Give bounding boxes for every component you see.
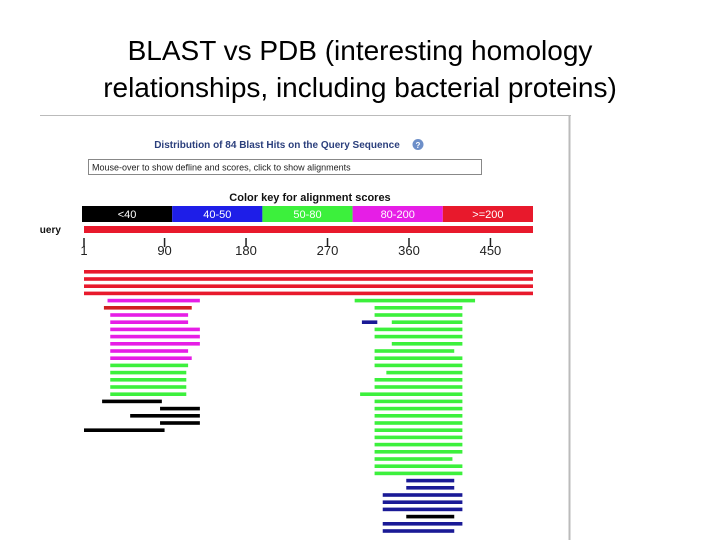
hit-bar[interactable] xyxy=(374,442,463,447)
axis-tick-label: 180 xyxy=(235,243,257,258)
hit-bar[interactable] xyxy=(110,349,189,353)
axis-tick-label: 270 xyxy=(317,243,339,258)
color-key-label: 40-50 xyxy=(203,209,231,221)
hit-bar[interactable] xyxy=(110,385,187,389)
help-icon[interactable] xyxy=(412,139,424,150)
hit-bar[interactable] xyxy=(374,414,463,418)
screenshot-background xyxy=(40,115,571,540)
hit-bar[interactable] xyxy=(382,529,455,533)
hit-bar[interactable] xyxy=(84,428,165,432)
hit-bar[interactable] xyxy=(84,270,533,274)
hit-bar[interactable] xyxy=(374,399,463,404)
slide-title-line: relationships, including bacterial prote… xyxy=(103,72,617,103)
color-key-swatch xyxy=(352,206,443,222)
hit-bar[interactable] xyxy=(110,320,189,324)
hit-bar[interactable] xyxy=(361,320,378,324)
color-key-label: >=200 xyxy=(472,209,503,221)
hit-bar[interactable] xyxy=(374,464,463,468)
screenshot: Distribution of 84 Blast Hits on the Que… xyxy=(32,115,571,540)
color-key-label: 80-200 xyxy=(381,209,415,221)
color-key-title: Color key for alignment scores xyxy=(229,192,390,204)
hit-bar[interactable] xyxy=(391,342,463,346)
hit-bar[interactable] xyxy=(374,306,463,310)
hit-bar[interactable] xyxy=(110,392,187,396)
mouseover-box xyxy=(88,159,482,175)
hit-bar[interactable] xyxy=(110,356,192,360)
hit-bar[interactable] xyxy=(374,327,463,332)
slide-title-line: BLAST vs PDB (interesting homology xyxy=(128,35,593,66)
hit-bar[interactable] xyxy=(374,450,463,454)
hit-bar[interactable] xyxy=(110,363,189,368)
hit-bar[interactable] xyxy=(386,370,463,375)
hit-bar[interactable] xyxy=(160,406,200,411)
hit-bar[interactable] xyxy=(406,486,455,490)
hit-bar[interactable] xyxy=(374,385,463,389)
hit-bar[interactable] xyxy=(110,327,200,332)
color-key-label: 50-80 xyxy=(293,209,321,221)
hit-bar[interactable] xyxy=(84,291,533,296)
mouseover-text: Mouse-over to show defline and scores, c… xyxy=(92,163,351,173)
hit-bar[interactable] xyxy=(360,392,463,396)
hit-bar[interactable] xyxy=(130,414,200,418)
hit-bar[interactable] xyxy=(374,421,463,425)
color-key-swatch xyxy=(262,206,353,222)
axis-tick-label: 450 xyxy=(480,243,502,258)
help-icon-text[interactable]: ? xyxy=(416,141,421,150)
hit-bar[interactable] xyxy=(382,522,463,526)
hit-bar[interactable] xyxy=(354,298,476,303)
axis-tick-label: 1 xyxy=(80,243,87,258)
hit-bar[interactable] xyxy=(374,428,463,432)
hit-bar[interactable] xyxy=(110,334,200,339)
hit-bar[interactable] xyxy=(374,435,463,440)
hit-bar[interactable] xyxy=(110,342,200,346)
hit-bar[interactable] xyxy=(103,306,192,310)
axis-tick-label: 90 xyxy=(157,243,171,258)
hit-bar[interactable] xyxy=(110,378,187,382)
hit-bar[interactable] xyxy=(374,471,463,476)
hit-bar[interactable] xyxy=(406,514,455,519)
hits-heading: Distribution of 84 Blast Hits on the Que… xyxy=(154,140,400,151)
hit-bar[interactable] xyxy=(160,421,200,425)
hit-bar[interactable] xyxy=(382,507,463,512)
color-key-label: <40 xyxy=(118,209,137,221)
query-label: Query xyxy=(32,225,61,236)
hit-bar[interactable] xyxy=(84,277,533,281)
query-bar xyxy=(84,226,533,233)
hit-bar[interactable] xyxy=(110,313,189,317)
hit-bar[interactable] xyxy=(110,370,187,375)
color-key-swatch xyxy=(442,206,533,222)
hit-bar[interactable] xyxy=(382,493,463,497)
hit-bar[interactable] xyxy=(374,406,463,411)
hit-bar[interactable] xyxy=(374,363,463,368)
hit-bar[interactable] xyxy=(374,457,453,461)
hit-bar[interactable] xyxy=(374,334,463,339)
hit-bar[interactable] xyxy=(84,284,533,288)
hit-bar[interactable] xyxy=(374,378,463,382)
hit-bar[interactable] xyxy=(382,500,463,504)
hit-bar[interactable] xyxy=(107,298,200,303)
hit-bar[interactable] xyxy=(406,478,455,483)
hit-bar[interactable] xyxy=(374,313,463,317)
color-key-swatch xyxy=(172,206,263,222)
axis-tick-label: 360 xyxy=(398,243,420,258)
color-key-swatch xyxy=(82,206,173,222)
hit-bar[interactable] xyxy=(102,399,162,404)
hit-bar[interactable] xyxy=(391,320,463,324)
hit-bar[interactable] xyxy=(374,356,463,360)
hit-bar[interactable] xyxy=(374,349,455,353)
